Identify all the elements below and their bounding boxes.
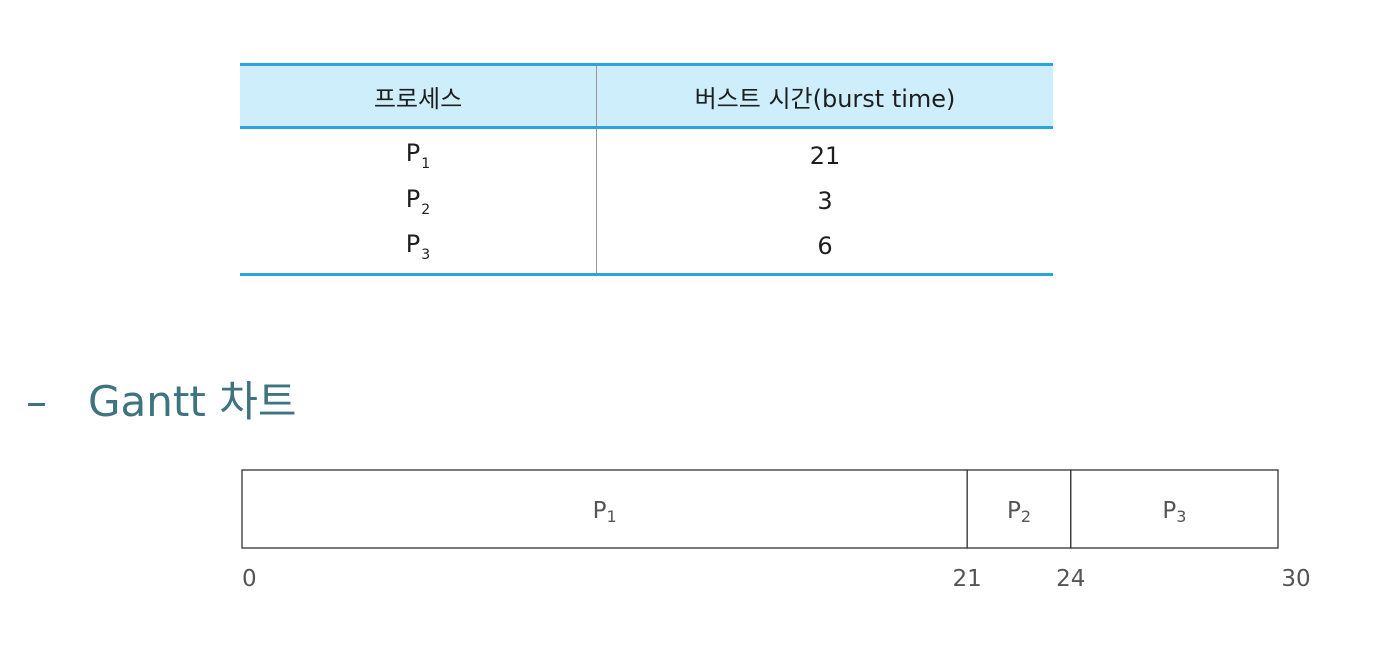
table-header-row: 프로세스 버스트 시간(burst time) xyxy=(240,64,1053,128)
gantt-tick-label: 0 xyxy=(242,566,257,592)
table-body: P1 21 P2 3 P3 6 xyxy=(240,127,1053,275)
process-table: 프로세스 버스트 시간(burst time) P1 21 P2 3 P3 6 xyxy=(240,63,1053,276)
header-burst-time: 버스트 시간(burst time) xyxy=(694,84,956,113)
gantt-segment-3 xyxy=(1070,469,1279,549)
table-row: P2 3 xyxy=(240,176,1053,226)
process-cell: P3 xyxy=(240,225,597,275)
process-name: P xyxy=(405,184,421,213)
process-cell: P1 xyxy=(240,127,597,177)
gantt-heading: – Gantt 차트 xyxy=(26,374,296,430)
gantt-tick-label: 21 xyxy=(953,566,982,592)
process-subscript: 2 xyxy=(421,201,431,218)
table-row: P3 6 xyxy=(240,225,1053,275)
gantt-segment-label-3: P3 xyxy=(1162,498,1186,526)
header-process: 프로세스 xyxy=(240,64,597,128)
process-cell: P2 xyxy=(240,176,597,226)
process-name: P xyxy=(405,139,421,168)
process-subscript: 1 xyxy=(421,156,431,173)
gantt-tick-label: 24 xyxy=(1056,566,1085,592)
table-header: 프로세스 버스트 시간(burst time) xyxy=(240,64,1053,128)
burst-cell: 3 xyxy=(817,187,833,215)
burst-cell: 21 xyxy=(809,141,841,170)
process-name: P xyxy=(405,229,421,258)
gantt-tick-label: 30 xyxy=(1281,566,1310,592)
process-subscript: 3 xyxy=(421,246,431,263)
heading-dash: – xyxy=(26,377,47,426)
table-row: P1 21 xyxy=(240,127,1053,177)
gantt-segment-2 xyxy=(966,469,1072,549)
gantt-segment-1 xyxy=(241,469,968,549)
gantt-segment-label-2: P2 xyxy=(1007,498,1031,526)
burst-cell: 6 xyxy=(817,232,833,261)
gantt-segment-label-1: P1 xyxy=(593,498,617,526)
heading-text: Gantt 차트 xyxy=(88,377,297,426)
